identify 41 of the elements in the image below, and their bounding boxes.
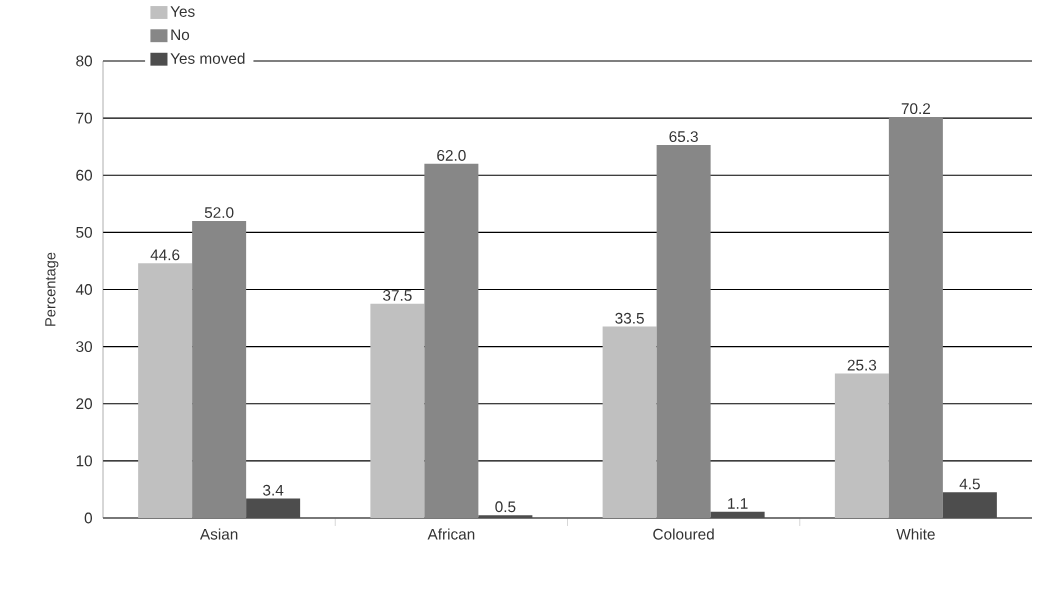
- y-tick-label: 60: [76, 169, 92, 181]
- data-label: 65.3: [669, 131, 698, 143]
- x-tick-label: African: [427, 528, 475, 540]
- bar: [710, 511, 765, 518]
- bar: [138, 263, 193, 518]
- data-label: 25.3: [847, 359, 877, 371]
- data-label: 1.1: [728, 498, 748, 509]
- data-label: 70.2: [901, 103, 931, 115]
- y-tick-label: 10: [76, 455, 92, 467]
- y-tick-label: 50: [76, 226, 92, 238]
- bar: [370, 303, 425, 518]
- y-axis-title: Percentage: [45, 252, 59, 326]
- y-tick-label: 0: [84, 512, 93, 524]
- data-label: 3.4: [263, 484, 284, 496]
- legend-label: Yes: [170, 6, 195, 17]
- bar: [192, 220, 247, 518]
- y-tick-label: 80: [76, 55, 92, 67]
- bar: [656, 144, 711, 518]
- bar: [602, 326, 657, 518]
- bar: [424, 163, 479, 518]
- data-label: 37.5: [383, 289, 412, 301]
- x-tick-label: Coloured: [653, 528, 714, 540]
- y-tick-label: 40: [75, 284, 92, 295]
- y-tick-label: 20: [76, 398, 92, 410]
- x-tick-label: Asian: [199, 528, 238, 540]
- y-tick-label: 30: [76, 341, 92, 353]
- data-label: 52.0: [204, 207, 234, 218]
- legend-label: No: [171, 29, 190, 41]
- bar: [478, 515, 533, 518]
- bar: [834, 373, 889, 518]
- data-label: 0.5: [495, 501, 516, 513]
- data-label: 62.0: [437, 150, 466, 161]
- data-label: 33.5: [615, 312, 644, 324]
- y-tick-label: 70: [76, 112, 92, 124]
- x-tick-label: White: [896, 528, 935, 540]
- bar: [246, 498, 301, 518]
- data-label: 44.6: [150, 249, 180, 261]
- data-label: 4.5: [959, 478, 980, 490]
- bar: [888, 116, 943, 518]
- legend-label: Yes moved: [170, 52, 245, 64]
- bar: [942, 492, 997, 518]
